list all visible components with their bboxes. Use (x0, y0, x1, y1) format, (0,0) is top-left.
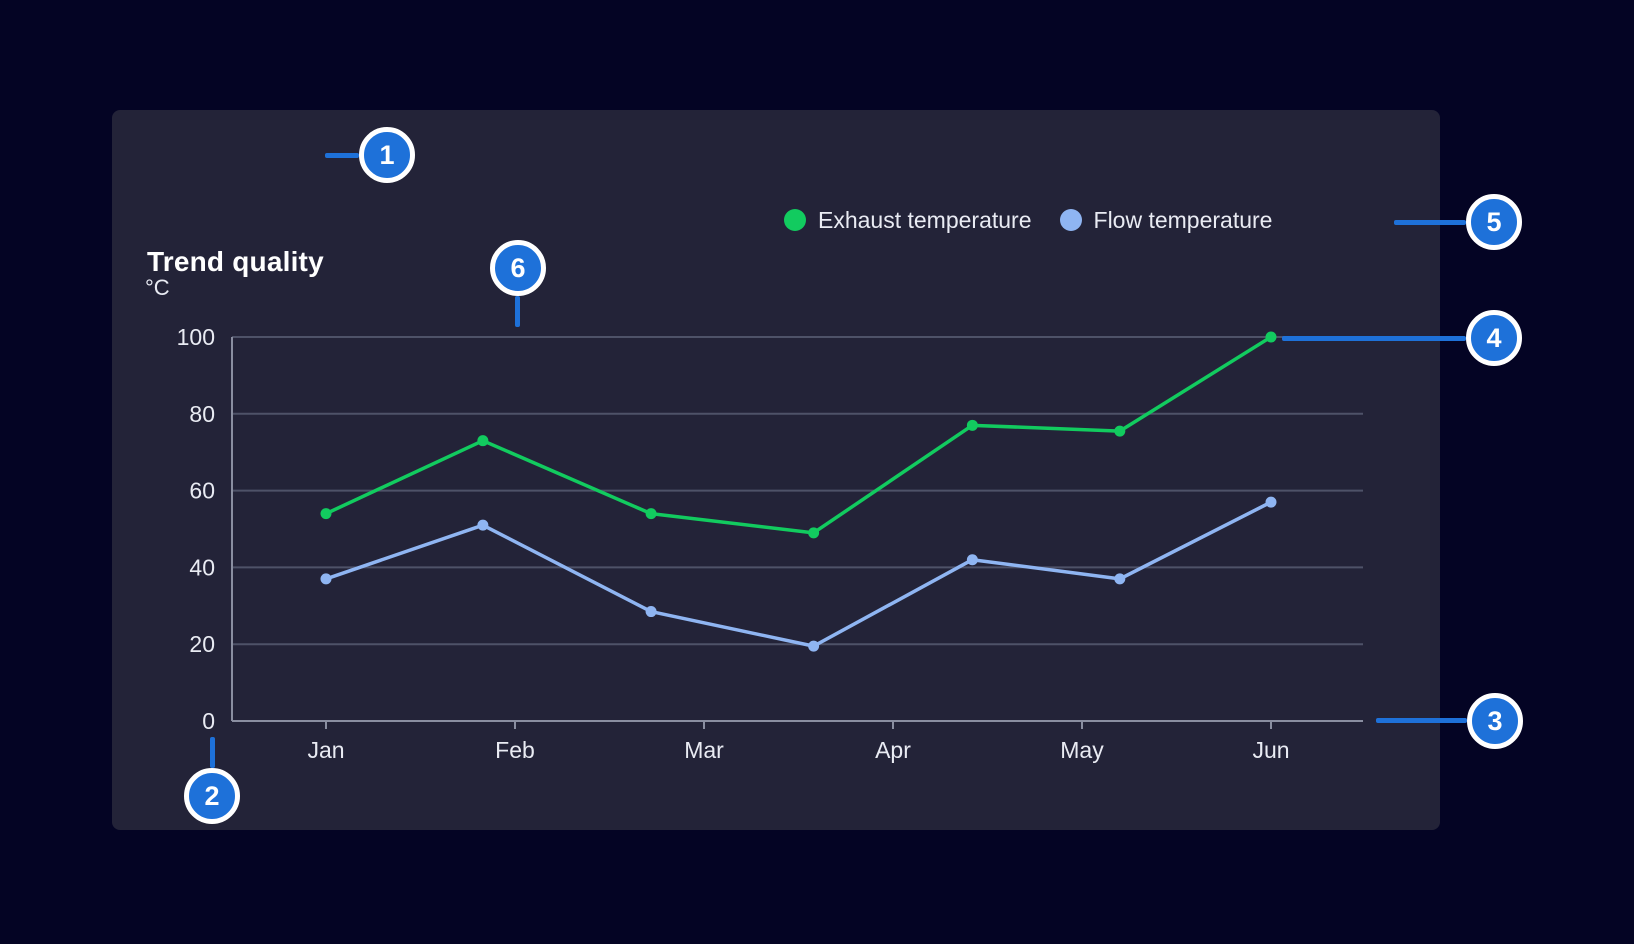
annotation-number: 2 (204, 780, 220, 811)
data-point (477, 519, 489, 531)
y-axis-label: 80 (189, 401, 215, 427)
data-point (645, 606, 657, 618)
annotation-connector-2 (210, 737, 215, 768)
annotation-number: 5 (1486, 206, 1502, 237)
annotation-number: 4 (1486, 322, 1502, 353)
x-axis-label: Feb (495, 737, 535, 763)
legend-item-flow-temperature[interactable]: Flow temperature (1059, 206, 1273, 234)
annotation-number: 1 (379, 139, 395, 170)
x-axis-label: Jun (1252, 737, 1289, 763)
annotation-marker-6[interactable]: 6 (490, 240, 546, 296)
data-point (477, 435, 489, 447)
data-point (320, 573, 332, 585)
annotation-connector-4 (1282, 336, 1466, 341)
data-point (645, 508, 657, 520)
legend-item-exhaust-temperature[interactable]: Exhaust temperature (784, 207, 1032, 234)
chart-card: Trend quality Exhaust temperature Flow t… (112, 110, 1440, 830)
annotation-marker-1[interactable]: 1 (359, 127, 415, 183)
series-line (324, 500, 1273, 648)
x-axis-label: Mar (684, 737, 724, 763)
legend-label: Flow temperature (1093, 206, 1273, 233)
annotation-connector-5 (1394, 220, 1466, 225)
x-axis-label: Jan (307, 737, 344, 763)
x-axis-label: May (1060, 737, 1104, 763)
annotation-connector-1 (325, 153, 359, 158)
legend-label: Exhaust temperature (818, 206, 1032, 233)
y-axis-label: 40 (189, 554, 215, 580)
annotation-number: 3 (1487, 705, 1503, 736)
chart-legend: Exhaust temperature Flow temperature (784, 206, 1272, 234)
annotation-marker-4[interactable]: 4 (1466, 310, 1522, 366)
line-chart-plot: Jan Feb Mar Apr May Jun 0 20 40 60 80 100 °C (145, 275, 1363, 763)
annotation-number: 6 (510, 252, 526, 283)
data-point (808, 527, 820, 539)
y-axis-unit-label: °C (145, 275, 170, 300)
annotation-connector-6 (515, 296, 520, 327)
data-point (1265, 331, 1277, 343)
data-point (966, 554, 978, 566)
annotation-marker-5[interactable]: 5 (1466, 194, 1522, 250)
data-point (1265, 496, 1277, 508)
data-point (966, 419, 978, 431)
annotation-marker-3[interactable]: 3 (1467, 693, 1523, 749)
y-axis-label: 20 (189, 631, 215, 657)
data-point (1114, 573, 1126, 585)
legend-marker-icon (1059, 209, 1082, 231)
legend-marker-icon (784, 209, 806, 231)
data-point (1114, 425, 1126, 437)
annotation-connector-3 (1376, 718, 1467, 723)
data-point (808, 640, 820, 652)
series-line (324, 335, 1273, 535)
y-axis-label: 0 (202, 708, 215, 734)
y-axis-label: 100 (177, 324, 215, 350)
chart-title: Trend quality (147, 246, 324, 277)
annotation-marker-2[interactable]: 2 (184, 768, 240, 824)
data-point (320, 508, 332, 520)
x-axis-label: Apr (875, 737, 911, 763)
y-axis-label: 60 (189, 478, 215, 504)
